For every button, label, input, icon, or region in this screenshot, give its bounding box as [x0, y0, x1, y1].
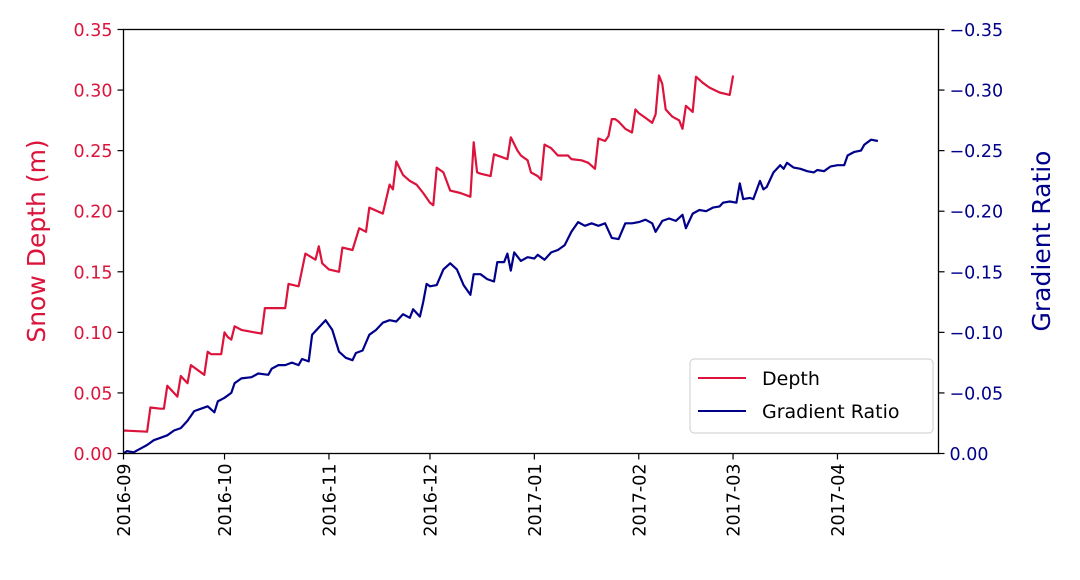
left-y-tick-label: 0.00	[74, 445, 113, 465]
legend-box	[689, 358, 934, 434]
left-y-tick-label: 0.10	[74, 324, 113, 344]
left-y-tick-label: 0.05	[74, 384, 113, 404]
legend: Depth Gradient Ratio	[689, 358, 934, 434]
right-y-tick-label: 0.00	[950, 445, 989, 465]
left-y-tick-label: 0.15	[74, 263, 113, 283]
x-tick-label: 2016-11	[320, 464, 340, 537]
right-y-tick-label: −0.25	[950, 142, 1004, 162]
series-layer	[122, 74, 879, 455]
left-y-tick-label: 0.20	[74, 203, 113, 223]
left-y-tick-label: 0.35	[74, 21, 113, 41]
x-tick-label: 2016-12	[422, 464, 442, 537]
right-y-tick-label: −0.05	[950, 384, 1004, 404]
right-y-tick-label: −0.35	[950, 21, 1004, 41]
right-y-axis-label: Gradient Ratio	[1027, 151, 1056, 332]
left-y-tick-label: 0.25	[74, 142, 113, 162]
series-line-depth	[123, 74, 735, 433]
ticks-layer: 0.00 0.05 0.10 0.15 0.20 0.25 0.30 0.35 0.00 −0.0…	[74, 21, 1004, 537]
x-tick-label: 2016-09	[115, 464, 135, 537]
right-y-tick-label: −0.30	[950, 82, 1004, 102]
x-tick-label: 2017-03	[725, 464, 745, 537]
right-y-tick-label: −0.10	[950, 324, 1004, 344]
x-tick-label: 2016-10	[216, 464, 236, 537]
legend-depth-label: Depth	[762, 368, 820, 390]
right-y-tick-label: −0.20	[950, 203, 1004, 223]
x-tick-label: 2017-01	[526, 464, 546, 537]
left-y-axis-label: Snow Depth (m)	[22, 139, 51, 342]
plot-frame	[122, 28, 940, 455]
series-line-gradient-ratio	[122, 138, 879, 455]
right-y-tick-label: −0.15	[950, 263, 1004, 283]
left-y-tick-label: 0.30	[74, 82, 113, 102]
x-tick-label: 2017-02	[630, 464, 650, 537]
x-tick-label: 2017-04	[829, 464, 849, 537]
legend-gradient-ratio-label: Gradient Ratio	[762, 401, 900, 423]
